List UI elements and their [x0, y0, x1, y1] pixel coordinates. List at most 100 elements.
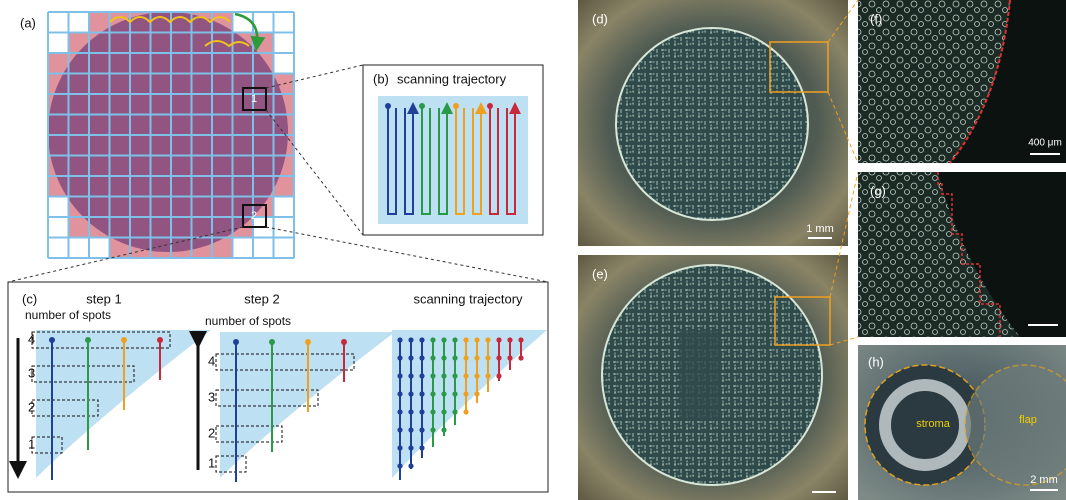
spot	[419, 409, 424, 414]
spot	[419, 355, 424, 360]
spot	[397, 445, 402, 450]
panel-label: (c)	[22, 291, 37, 306]
axis-label: number of spots	[25, 308, 111, 322]
spot	[474, 337, 479, 342]
spot	[496, 355, 501, 360]
spot	[397, 463, 402, 468]
spot	[518, 355, 523, 360]
axis-label: number of spots	[205, 314, 291, 328]
spot	[507, 337, 512, 342]
spot	[419, 373, 424, 378]
spot	[441, 355, 446, 360]
spot	[452, 373, 457, 378]
spot	[507, 355, 512, 360]
start-dot	[453, 103, 459, 109]
spot	[463, 409, 468, 414]
scale-bar-label: 1 mm	[806, 223, 834, 235]
spot	[430, 409, 435, 414]
annotation: stroma	[916, 418, 951, 430]
spot	[157, 337, 163, 343]
spot	[397, 427, 402, 432]
step-title: step 2	[244, 291, 279, 306]
spot	[408, 391, 413, 396]
spot	[233, 339, 239, 345]
spot	[441, 337, 446, 342]
spot	[463, 355, 468, 360]
spot	[441, 373, 446, 378]
annotation: flap	[1019, 414, 1037, 426]
start-dot	[487, 103, 493, 109]
panel-title: scanning trajectory	[397, 71, 507, 86]
spot	[463, 373, 468, 378]
spot	[474, 373, 479, 378]
spot	[518, 337, 523, 342]
spot	[452, 355, 457, 360]
spot	[485, 337, 490, 342]
spot	[419, 445, 424, 450]
panel-label: (a)	[20, 15, 36, 30]
spot	[430, 373, 435, 378]
box-label: 2	[251, 210, 257, 222]
spot	[496, 337, 501, 342]
tile	[69, 217, 90, 238]
spot	[430, 337, 435, 342]
spot	[474, 355, 479, 360]
scan-area	[378, 96, 528, 224]
photo-e: (e)	[578, 255, 848, 500]
spot	[430, 427, 435, 432]
level-label: 4	[208, 353, 215, 368]
spot	[408, 463, 413, 468]
panel-label: (e)	[592, 266, 608, 281]
photo-h: (h) stroma flap 2 mm	[858, 345, 1066, 500]
start-dot	[419, 103, 425, 109]
spot	[397, 373, 402, 378]
spot	[397, 391, 402, 396]
panel-label: (b)	[373, 71, 389, 86]
spot	[485, 355, 490, 360]
panel-label: (g)	[870, 183, 886, 198]
spot	[408, 373, 413, 378]
spot	[452, 391, 457, 396]
spot	[397, 409, 402, 414]
spot	[408, 445, 413, 450]
step-title: scanning trajectory	[413, 291, 523, 306]
start-dot	[385, 103, 391, 109]
spot	[441, 409, 446, 414]
spot	[269, 339, 275, 345]
photo-f: (f) 400 μm	[858, 0, 1066, 163]
spot	[496, 373, 501, 378]
spot	[121, 337, 127, 343]
wafer-grid	[48, 12, 294, 258]
spot	[452, 337, 457, 342]
level-label: 3	[28, 365, 35, 380]
spot	[463, 337, 468, 342]
level-label: 3	[208, 389, 215, 404]
spot	[419, 391, 424, 396]
spot	[430, 391, 435, 396]
level-label: 2	[208, 425, 215, 440]
spot	[397, 355, 402, 360]
spot	[474, 391, 479, 396]
spot	[408, 355, 413, 360]
spot	[463, 391, 468, 396]
spot	[341, 339, 347, 345]
level-label: 1	[208, 455, 215, 470]
step-title: step 1	[86, 291, 121, 306]
spot	[305, 339, 311, 345]
scale-bar-label: 2 mm	[1030, 474, 1058, 486]
panel-label: (f)	[870, 11, 882, 26]
spot	[419, 337, 424, 342]
spot	[430, 355, 435, 360]
photo-g: (g)	[858, 172, 1066, 337]
box-label: 1	[251, 93, 257, 105]
panel-label: (d)	[592, 11, 608, 26]
panel-label: (h)	[868, 354, 884, 369]
spot	[441, 391, 446, 396]
spot	[408, 409, 413, 414]
photo-d: (d) 1 mm	[578, 0, 848, 246]
spot	[485, 373, 490, 378]
spot	[49, 337, 55, 343]
figure: (a) 1 2 (b) scanning trajectory (c) step…	[0, 0, 1066, 500]
spot	[441, 427, 446, 432]
scale-bar-label: 400 μm	[1028, 138, 1062, 149]
